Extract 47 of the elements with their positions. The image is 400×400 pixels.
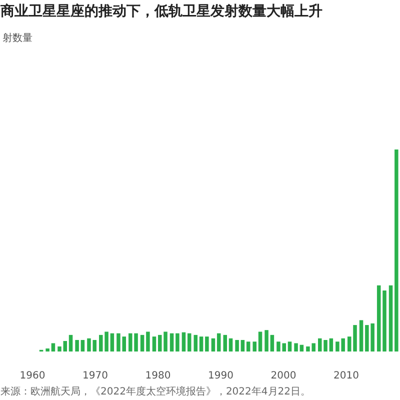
- bar: [199, 336, 204, 352]
- x-tick-label: 2000: [270, 370, 296, 382]
- bar: [228, 338, 233, 352]
- bar: [46, 348, 50, 352]
- bar: [211, 338, 216, 352]
- bar: [140, 334, 144, 352]
- bar: [376, 285, 381, 352]
- bar: [329, 338, 334, 352]
- bar: [270, 334, 274, 352]
- x-tick-label: 1980: [145, 370, 171, 382]
- bar: [353, 325, 357, 352]
- bar: [388, 285, 393, 352]
- x-tick-label: 1970: [82, 370, 108, 382]
- bar: [170, 333, 174, 352]
- bar: [246, 342, 250, 352]
- bar: [146, 332, 150, 352]
- bar: [51, 343, 56, 352]
- x-tick-label: 2010: [334, 370, 359, 382]
- bar: [176, 333, 180, 352]
- bar: [394, 149, 398, 352]
- bar: [294, 343, 298, 352]
- bar: [187, 333, 192, 352]
- bar: [216, 333, 221, 352]
- chart-title: 商业卫星星座的推动下，低轨卫星发射数量大幅上升: [0, 2, 322, 20]
- bar: [194, 334, 198, 352]
- bar: [300, 344, 304, 352]
- bar: [288, 342, 292, 352]
- bar: [382, 290, 386, 352]
- bar: [182, 332, 186, 352]
- bar: [223, 334, 228, 352]
- bar: [68, 334, 73, 352]
- bar: [110, 333, 114, 352]
- x-tick-label: 1990: [208, 370, 234, 382]
- bar: [75, 340, 79, 352]
- bar: [359, 320, 364, 352]
- source-note: 来源：欧洲航天局，《2022年度太空环境报告》，2022年4月22日。: [0, 386, 310, 398]
- bar: [264, 330, 268, 352]
- text: 射数量: [2, 32, 32, 44]
- bar: [80, 340, 85, 352]
- bar: [347, 336, 352, 352]
- bar: [205, 336, 209, 352]
- bar: [240, 340, 245, 352]
- bar: [258, 332, 262, 352]
- x-tick-label: 1960: [20, 370, 46, 382]
- bar: [152, 336, 156, 352]
- bar: [252, 342, 256, 352]
- bar: [235, 340, 239, 352]
